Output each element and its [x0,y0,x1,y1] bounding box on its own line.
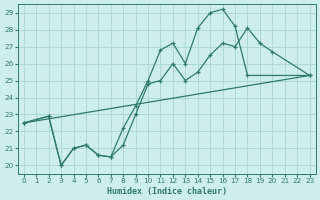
X-axis label: Humidex (Indice chaleur): Humidex (Indice chaleur) [107,187,227,196]
